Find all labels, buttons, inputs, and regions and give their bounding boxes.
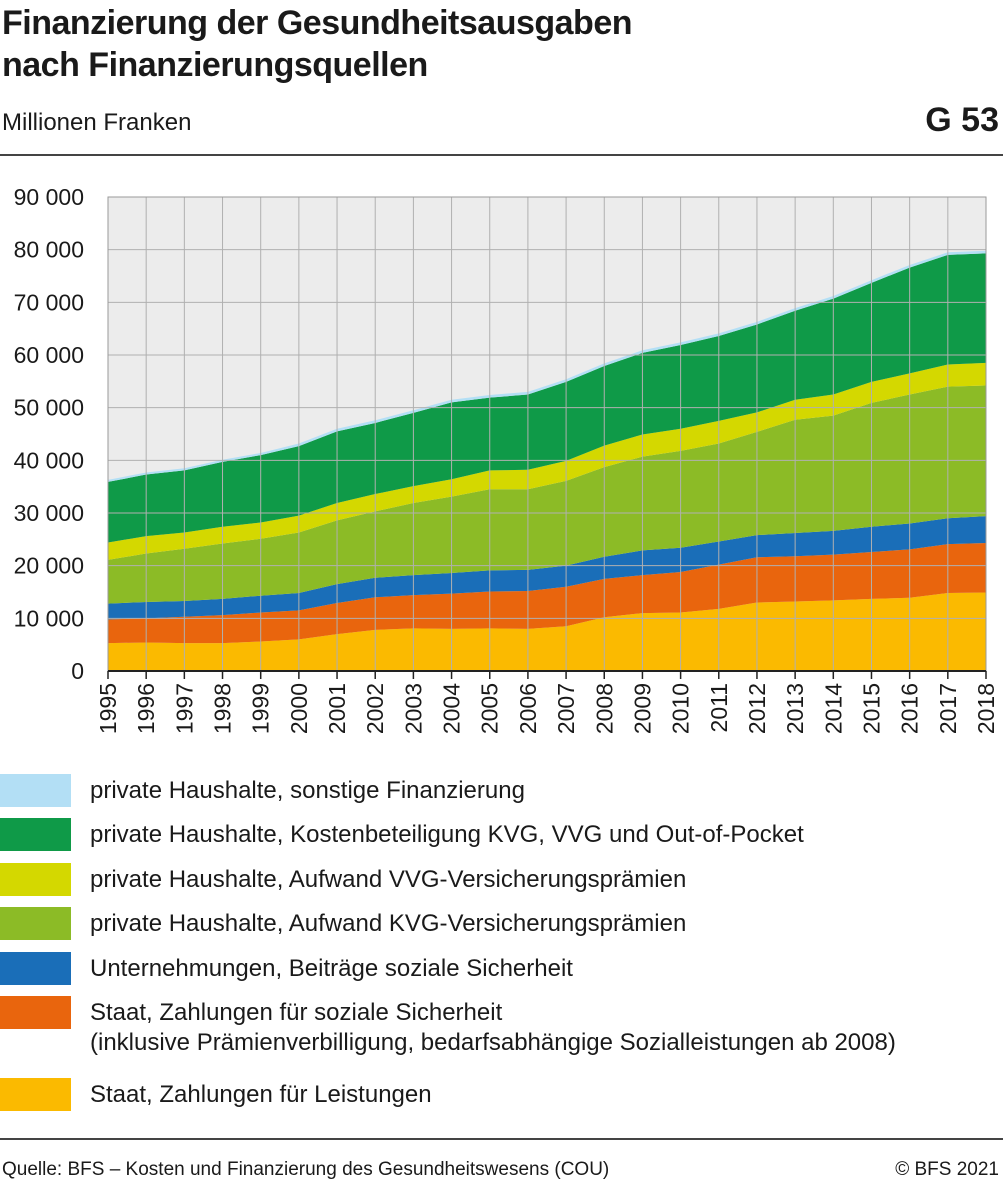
x-tick-label-2004: 2004: [439, 683, 465, 734]
legend-label-7: private Haushalte, sonstige Finanzierung: [90, 776, 525, 806]
x-tick-label-2013: 2013: [782, 683, 808, 734]
legend-label-6: private Haushalte, Kostenbeteiligung KVG…: [90, 820, 804, 850]
y-tick-label-0: 0: [71, 658, 84, 684]
source-note: Quelle: BFS – Kosten und Finanzierung de…: [2, 1159, 610, 1180]
area-series-4: [108, 385, 986, 604]
x-tick-label-2010: 2010: [668, 683, 694, 734]
legend-swatch-1: [0, 1078, 71, 1111]
chart-title: Finanzierung der Gesundheitsausgaben nac…: [2, 2, 633, 86]
legend-name-3: Unternehmungen, Beiträge soziale Sicherh…: [90, 955, 573, 982]
x-tick-label-2015: 2015: [858, 683, 884, 734]
chart-title-line-2: nach Finanzierungsquellen: [2, 46, 428, 84]
legend-label-3: Unternehmungen, Beiträge soziale Sicherh…: [90, 954, 573, 984]
x-tick-label-2016: 2016: [897, 683, 923, 734]
x-tick-label-2007: 2007: [553, 683, 579, 734]
legend-label-2: Staat, Zahlungen für soziale Sicherheit (…: [90, 998, 896, 1058]
legend-swatch-3: [0, 952, 71, 985]
y-tick-label-3: 30 000: [14, 500, 84, 526]
x-tick-label-2002: 2002: [362, 683, 388, 734]
x-tick-label-1996: 1996: [133, 683, 159, 734]
chart-title-line-1: Finanzierung der Gesundheitsausgaben: [2, 4, 633, 42]
y-tick-label-9: 90 000: [14, 184, 84, 210]
x-tick-label-2014: 2014: [820, 683, 846, 734]
x-tick-label-1995: 1995: [95, 683, 121, 734]
x-tick-label-2000: 2000: [286, 683, 312, 734]
legend-name-2: Staat, Zahlungen für soziale Sicherheit: [90, 999, 503, 1026]
area-series-5: [108, 362, 986, 560]
x-tick-label-2012: 2012: [744, 683, 770, 734]
legend-label-5: private Haushalte, Aufwand VVG-Versicher…: [90, 865, 686, 895]
legend-name-5: private Haushalte, Aufwand VVG-Versicher…: [90, 866, 687, 893]
x-tick-label-1999: 1999: [248, 683, 274, 734]
x-tick-label-2008: 2008: [591, 683, 617, 734]
y-tick-label-2: 20 000: [14, 553, 84, 579]
copyright-note: © BFS 2021: [895, 1159, 999, 1180]
x-tick-label-2006: 2006: [515, 683, 541, 734]
legend-label-1: Staat, Zahlungen für Leistungen: [90, 1080, 432, 1110]
legend-swatch-6: [0, 818, 71, 851]
x-tick-label-2017: 2017: [935, 683, 961, 734]
area-series-6: [108, 253, 986, 543]
y-tick-label-7: 70 000: [14, 289, 84, 315]
bottom-divider: [0, 1138, 1003, 1140]
chart-number: G 53: [925, 101, 999, 139]
x-tick-label-2011: 2011: [706, 683, 732, 732]
legend-name-4: private Haushalte, Aufwand KVG-Versicher…: [90, 910, 687, 937]
x-tick-label-2009: 2009: [629, 683, 655, 734]
y-tick-label-8: 80 000: [14, 237, 84, 263]
legend-name-6: private Haushalte, Kostenbeteiligung KVG…: [90, 821, 804, 848]
legend-swatch-5: [0, 863, 71, 896]
x-tick-label-2018: 2018: [973, 683, 999, 734]
area-series-1: [108, 592, 986, 671]
area-series-3: [108, 516, 986, 620]
stacked-area-chart: 0 10 000 20 000 30 000 40 000 50 000 60 000 70 …: [14, 184, 999, 734]
legend-name-1: Staat, Zahlungen für Leistungen: [90, 1081, 432, 1108]
legend-name-7: private Haushalte, sonstige Finanzierung: [90, 777, 525, 804]
y-tick-label-6: 60 000: [14, 342, 84, 368]
x-tick-label-2001: 2001: [324, 683, 350, 734]
y-tick-label-5: 50 000: [14, 395, 84, 421]
y-tick-label-1: 10 000: [14, 605, 84, 631]
x-tick-label-2003: 2003: [400, 683, 426, 734]
chart-subtitle: Millionen Franken: [2, 109, 192, 136]
legend-note-2: (inklusive Prämienverbilligung, bedarfsa…: [90, 1029, 896, 1056]
x-tick-label-2005: 2005: [477, 683, 503, 734]
y-tick-label-4: 40 000: [14, 447, 84, 473]
x-tick-label-1998: 1998: [210, 683, 236, 734]
x-tick-label-1997: 1997: [171, 683, 197, 734]
legend-swatch-4: [0, 907, 71, 940]
top-divider: [0, 154, 1003, 156]
legend-label-4: private Haushalte, Aufwand KVG-Versicher…: [90, 909, 686, 939]
legend-swatch-2: [0, 996, 71, 1029]
legend-swatch-7: [0, 774, 71, 807]
